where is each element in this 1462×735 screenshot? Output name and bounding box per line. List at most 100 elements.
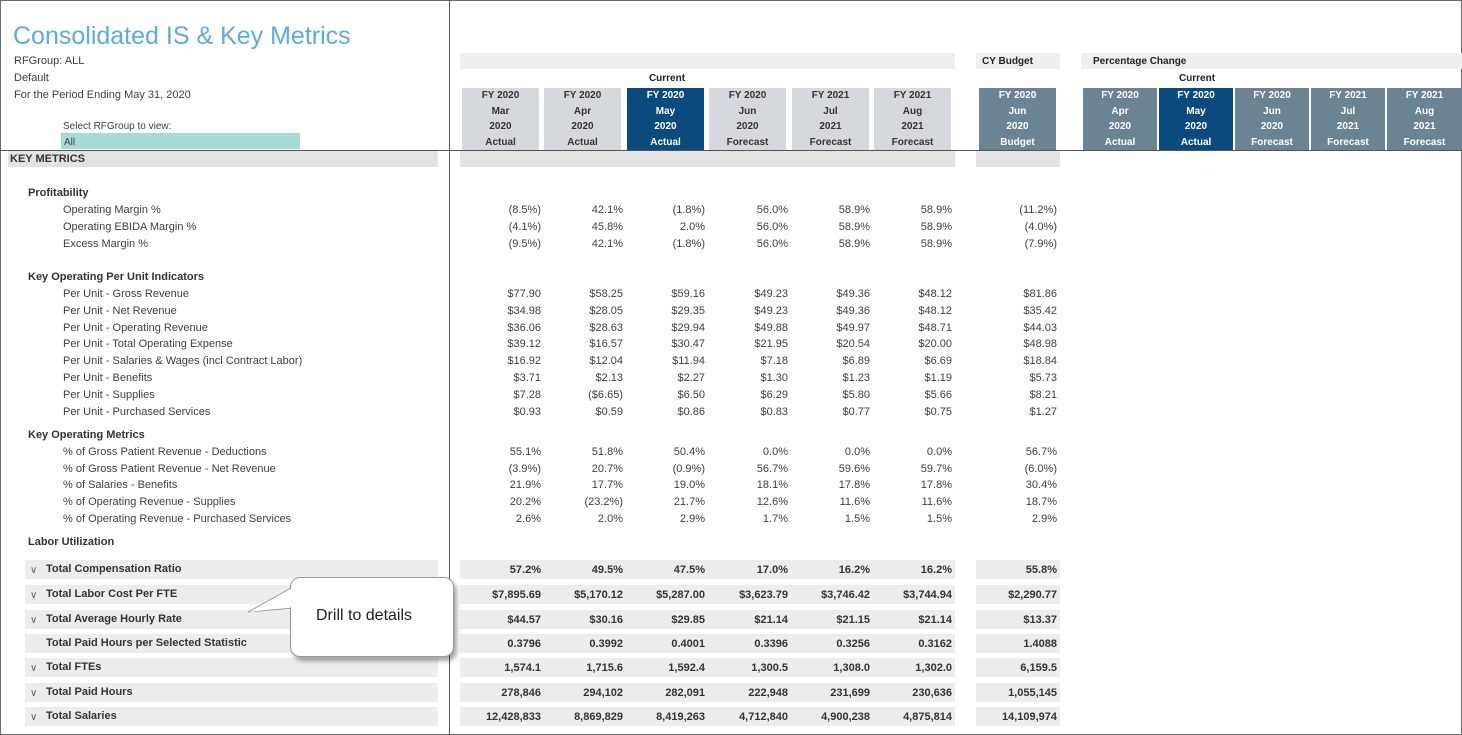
total-value: $3,623.79 — [739, 589, 788, 601]
total-value: 294,102 — [583, 687, 623, 699]
pct-header-type: Actual — [1180, 136, 1212, 148]
pct-change-label: Percentage Change — [1093, 56, 1187, 67]
metric-value: 58.9% — [838, 238, 870, 250]
total-value: 49.5% — [591, 564, 623, 576]
metric-value: $11.94 — [672, 355, 705, 367]
metric-value: 11.6% — [921, 496, 952, 508]
total-value: 17.0% — [756, 564, 788, 576]
metric-value: 59.7% — [920, 463, 952, 475]
column-header-year: 2020 — [654, 121, 677, 132]
column-header-fy: FY 2020 — [481, 90, 520, 101]
metric-value: 58.9% — [838, 204, 870, 216]
metric-value: $30.47 — [671, 338, 705, 350]
metric-value: $49.36 — [836, 305, 870, 317]
metric-value: (8.5%) — [508, 204, 541, 216]
key-metrics-bar-budget — [976, 151, 1060, 167]
pct-header-year: 2021 — [1336, 121, 1360, 132]
column-header-type: Actual — [567, 136, 598, 148]
total-row-label[interactable]: Total Compensation Ratio — [46, 563, 182, 575]
metric-value: 55.1% — [509, 446, 541, 458]
key-metrics-bar — [8, 151, 438, 167]
total-value: 0.3162 — [918, 638, 952, 650]
total-row-bar — [460, 560, 955, 579]
metric-value: $6.50 — [677, 389, 705, 401]
total-row-label[interactable]: Total Salaries — [46, 710, 117, 722]
period-text: For the Period Ending May 31, 2020 — [14, 89, 191, 101]
metric-value: 56.7% — [756, 463, 788, 475]
total-row-bar — [460, 634, 955, 653]
expand-chevron-icon[interactable]: ∨ — [30, 663, 38, 674]
metric-value: $16.92 — [507, 355, 541, 367]
pct-header-month: Jun — [1263, 105, 1281, 117]
metric-value: (1.8%) — [672, 238, 705, 250]
expand-chevron-icon[interactable]: ∨ — [30, 615, 38, 626]
section-profitability: Profitability — [28, 187, 89, 199]
metric-value: 12.6% — [756, 496, 788, 508]
total-budget-value: 55.8% — [1025, 564, 1057, 576]
metric-value: $0.77 — [842, 406, 870, 418]
total-value: 12,428,833 — [485, 711, 541, 723]
expand-chevron-icon[interactable]: ∨ — [30, 688, 38, 699]
metric-value: 56.0% — [756, 221, 788, 233]
column-header-fy: FY 2021 — [893, 90, 932, 101]
metric-value: 18.1% — [756, 479, 788, 491]
metric-value: $2.27 — [677, 372, 705, 384]
pct-header-fy: FY 2021 — [1405, 90, 1444, 101]
rfgroup-select[interactable]: All — [61, 133, 300, 149]
pct-column-header-1: FY 2020 May 2020 Actual — [1159, 88, 1233, 150]
column-header-type: Actual — [485, 136, 516, 148]
total-value: 1,574.1 — [504, 662, 541, 674]
page-title: Consolidated IS & Key Metrics — [13, 22, 351, 50]
total-value: $29.85 — [671, 614, 705, 626]
metric-value: $0.75 — [924, 406, 952, 418]
pct-header-fy: FY 2021 — [1329, 90, 1367, 101]
metric-value: $0.59 — [595, 406, 623, 418]
total-row-label[interactable]: Total FTEs — [46, 661, 102, 673]
metric-value: $7.18 — [760, 355, 788, 367]
metric-label: % of Operating Revenue - Purchased Servi… — [63, 513, 292, 525]
metric-label: % of Gross Patient Revenue - Deductions — [63, 446, 267, 458]
metric-value: 1.5% — [926, 513, 952, 525]
total-row-label[interactable]: Total Paid Hours — [46, 686, 133, 698]
metric-label: Per Unit - Gross Revenue — [63, 288, 189, 300]
metric-value: $6.89 — [842, 355, 870, 367]
total-row-bar — [976, 658, 1060, 677]
metric-value: (0.9%) — [672, 463, 705, 475]
metric-value: 50.4% — [673, 446, 705, 458]
metric-value: $59.16 — [671, 288, 705, 300]
column-header-0: FY 2020 Mar 2020 Actual — [462, 88, 539, 150]
metric-value: 56.0% — [756, 204, 788, 216]
total-value: $30.16 — [589, 614, 623, 626]
pct-header-type: Forecast — [1403, 136, 1446, 148]
total-value: $5,170.12 — [574, 589, 623, 601]
column-header-month: Jun — [738, 105, 757, 117]
metric-value: $1.23 — [842, 372, 870, 384]
total-row-bar — [976, 560, 1060, 579]
current-label: Current — [648, 73, 686, 84]
total-row-label: Total Paid Hours per Selected Statistic — [46, 637, 247, 649]
metric-value: $20.00 — [918, 338, 952, 350]
metric-value: 42.1% — [591, 238, 623, 250]
budget-header-year: 2020 — [1006, 121, 1029, 132]
pct-header-fy: FY 2020 — [1253, 90, 1291, 101]
metric-label: Excess Margin % — [63, 238, 148, 250]
metric-value: $0.83 — [760, 406, 788, 418]
metric-value: 2.0% — [679, 221, 705, 233]
column-header-4: FY 2021 Jul 2021 Forecast — [792, 88, 869, 150]
metric-value: $49.88 — [754, 322, 788, 334]
total-row-label[interactable]: Total Average Hourly Rate — [46, 613, 182, 625]
column-header-month: May — [655, 105, 676, 117]
metric-value: 56.0% — [756, 238, 788, 250]
drill-callout — [290, 577, 454, 657]
metric-value: 0.0% — [844, 446, 870, 458]
expand-chevron-icon[interactable]: ∨ — [30, 565, 38, 576]
column-header-month: Aug — [902, 105, 923, 117]
pct-header-type: Forecast — [1327, 136, 1369, 148]
metric-value: 58.9% — [920, 221, 952, 233]
pct-column-header-4: FY 2021 Aug 2021 Forecast — [1387, 88, 1462, 150]
expand-chevron-icon[interactable]: ∨ — [30, 590, 38, 601]
expand-chevron-icon[interactable]: ∨ — [30, 712, 38, 723]
total-value: 231,699 — [830, 687, 870, 699]
total-row-label[interactable]: Total Labor Cost Per FTE — [46, 588, 178, 600]
metric-value: $48.12 — [918, 288, 952, 300]
